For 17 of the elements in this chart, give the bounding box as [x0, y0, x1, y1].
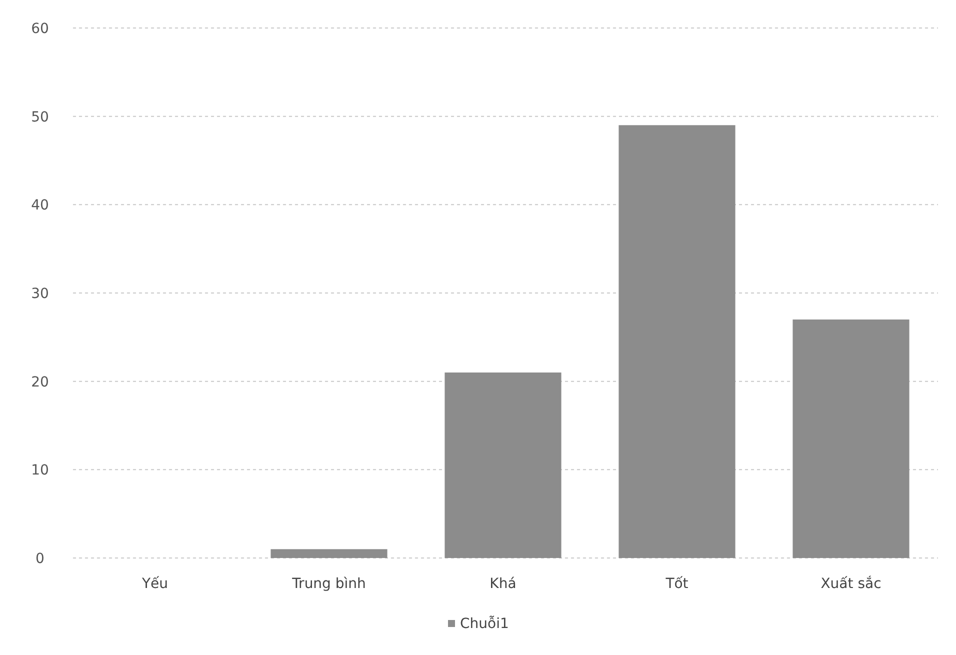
y-tick-label: 30 — [31, 286, 49, 302]
legend-label: Chuỗi1 — [460, 615, 509, 632]
y-tick-label: 60 — [31, 21, 49, 37]
x-tick-label: Yếu — [140, 576, 168, 592]
x-tick-label: Trung bình — [291, 576, 366, 592]
x-tick-label: Xuất sắc — [820, 575, 882, 592]
y-tick-label: 10 — [31, 462, 49, 479]
y-tick-label: 40 — [31, 198, 49, 214]
x-tick-label: Tốt — [664, 576, 689, 592]
bar — [792, 320, 910, 558]
y-tick-label: 0 — [36, 551, 44, 567]
x-tick-label: Khá — [490, 576, 516, 592]
y-tick-label: 20 — [31, 374, 49, 390]
bar — [444, 372, 562, 558]
y-tick-label: 50 — [31, 109, 49, 126]
bar — [618, 125, 736, 558]
bar — [270, 549, 388, 558]
